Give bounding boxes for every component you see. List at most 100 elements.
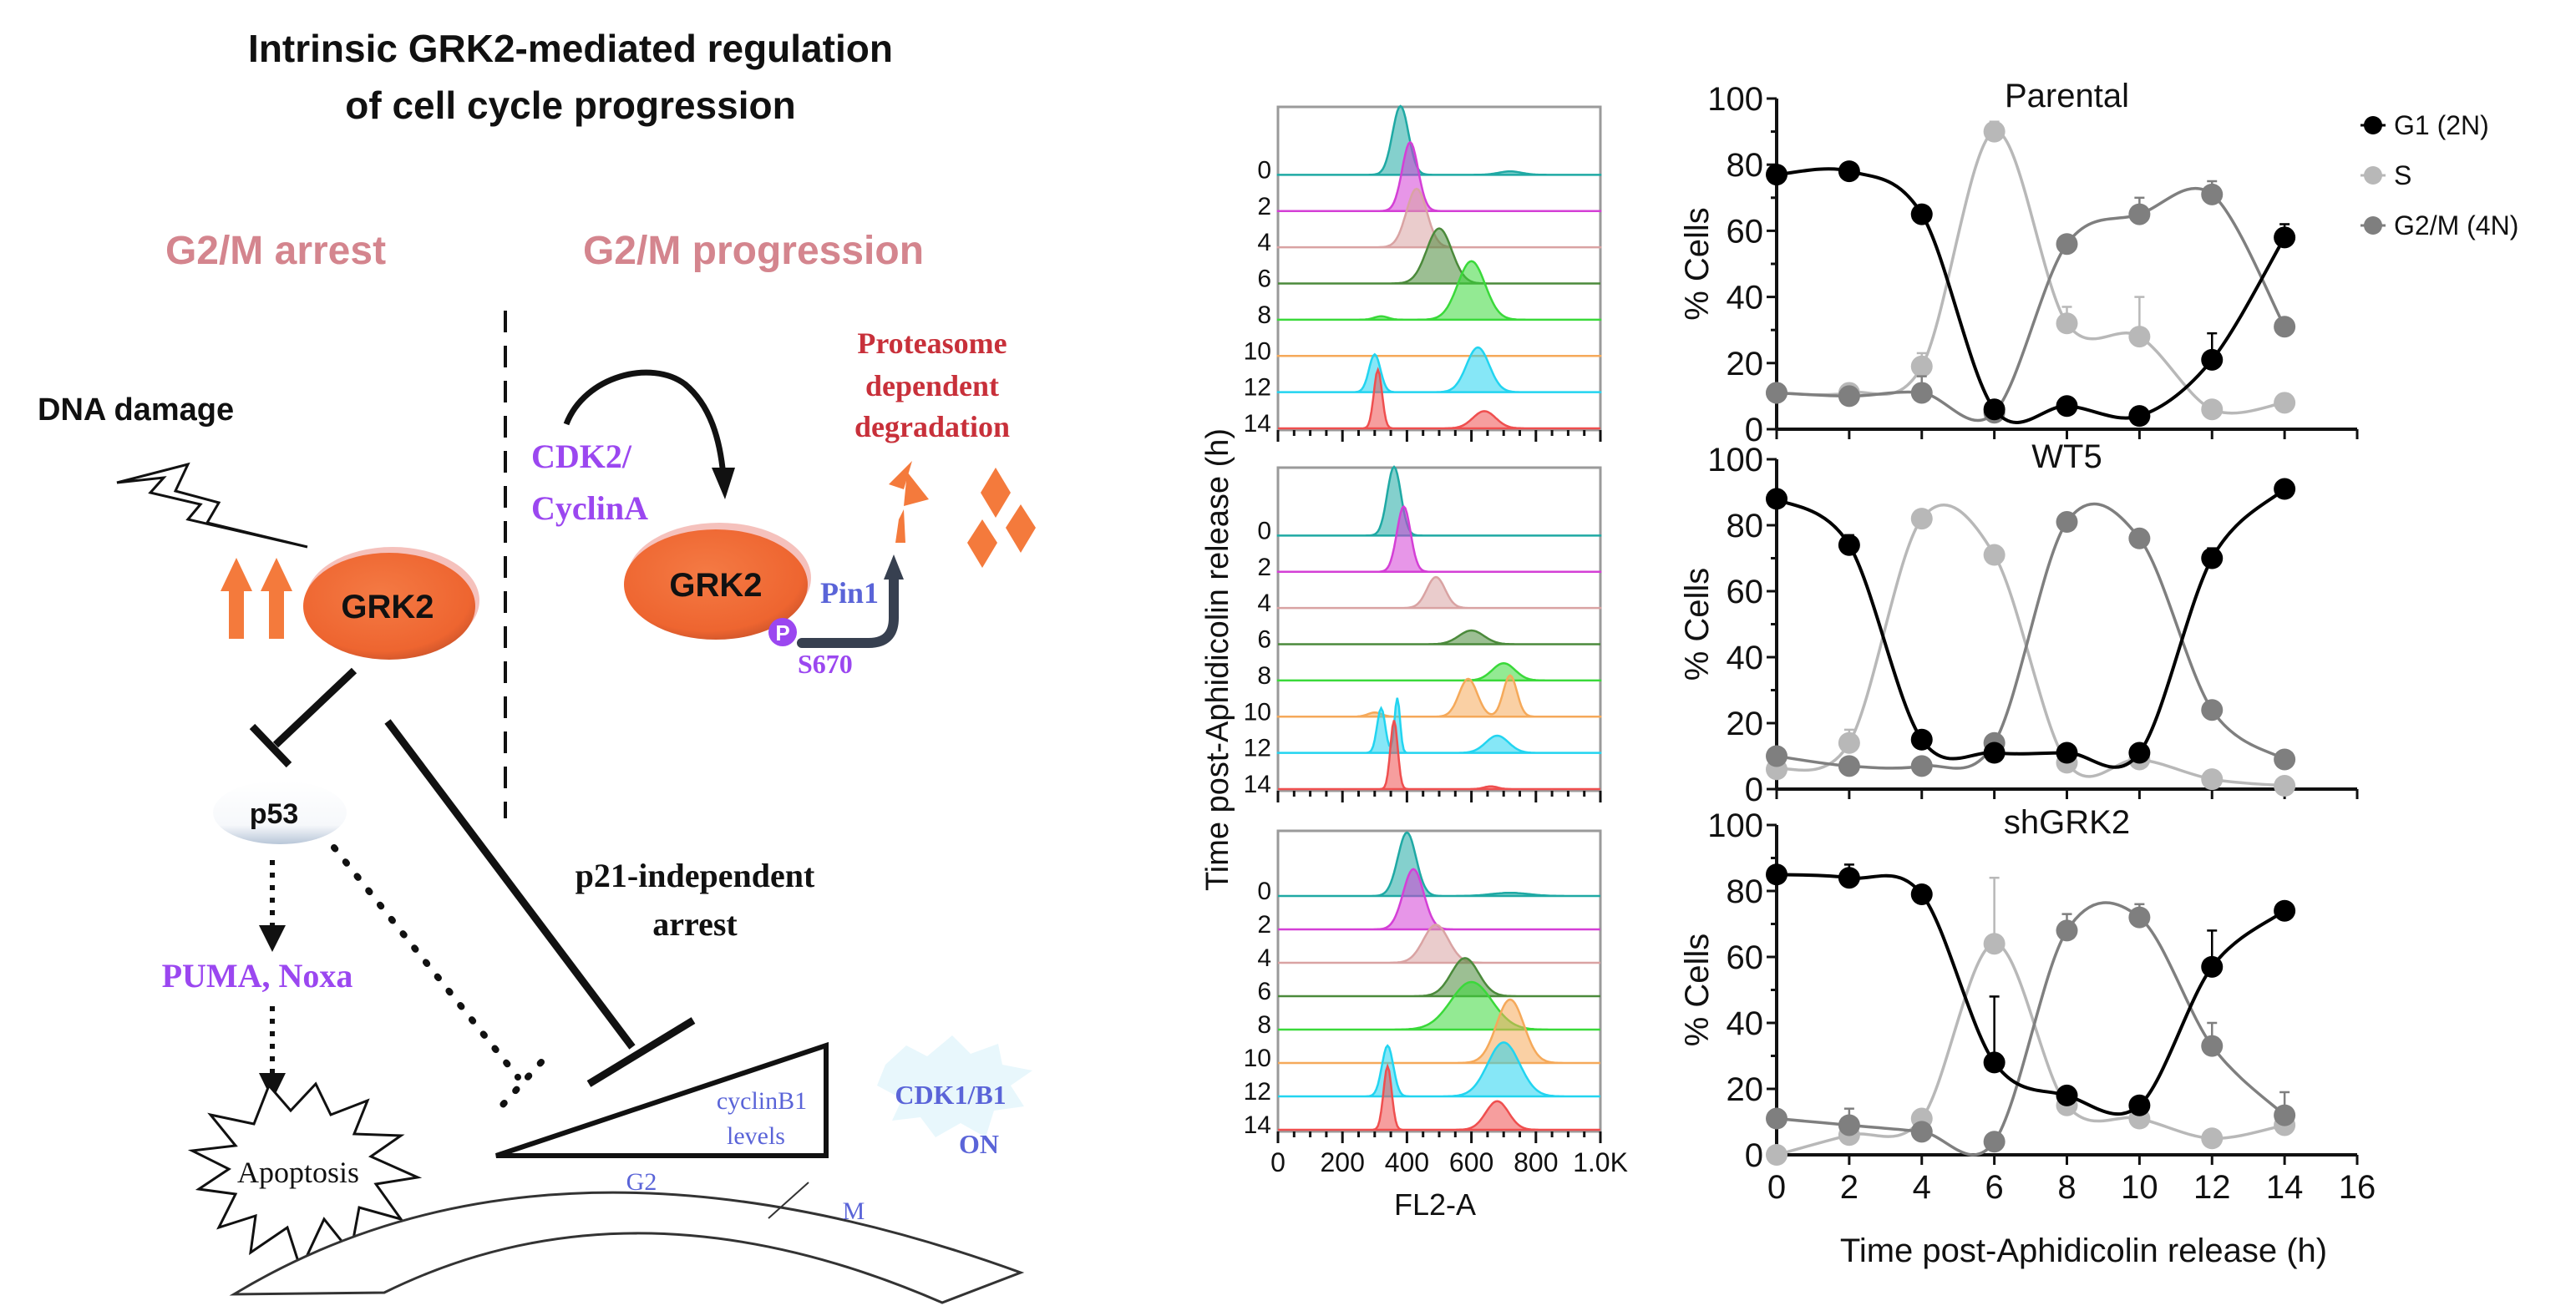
cell-cycle-arc bbox=[229, 1191, 1025, 1304]
histogram-trace bbox=[1276, 140, 1602, 213]
data-point bbox=[2128, 527, 2151, 549]
data-point bbox=[2274, 226, 2296, 249]
p21-label-line1: p21-independent bbox=[576, 857, 815, 894]
cdk2-label-line1: CDK2/ bbox=[531, 438, 632, 475]
data-point bbox=[2056, 395, 2078, 418]
histogram-trace bbox=[1278, 227, 1600, 285]
legend-item: S bbox=[2360, 160, 2411, 190]
dotted-inhibition-bar bbox=[491, 1059, 545, 1117]
chart-legend: G1 (2N) S G2/M (4N) bbox=[2360, 110, 2518, 240]
cell-cycle-diagram: Intrinsic GRK2-mediated regulation of ce… bbox=[38, 27, 1036, 1304]
y-tick-label: 0 bbox=[1745, 1137, 1763, 1174]
diagram-title-line1: Intrinsic GRK2-mediated regulation bbox=[248, 27, 893, 70]
p21-label-line2: arrest bbox=[652, 905, 738, 943]
proteasome-label-line3: degradation bbox=[854, 410, 1010, 443]
series-s bbox=[1766, 503, 2296, 797]
data-point bbox=[2056, 1084, 2078, 1106]
histogram-time-label: 14 bbox=[1244, 410, 1271, 438]
data-point bbox=[2274, 392, 2296, 414]
data-point bbox=[2274, 748, 2296, 771]
data-point bbox=[2056, 233, 2078, 256]
data-point bbox=[2128, 742, 2151, 764]
degradation-arrow-head bbox=[884, 554, 904, 580]
x-tick-label: 0 bbox=[1767, 1169, 1786, 1206]
curved-arrow-head bbox=[712, 468, 735, 499]
data-point bbox=[1766, 382, 1787, 404]
legend-label: S bbox=[2394, 160, 2411, 190]
data-point bbox=[1838, 867, 1860, 889]
series-line bbox=[1775, 488, 2286, 769]
phospho-label: P bbox=[775, 620, 789, 645]
data-point bbox=[1910, 203, 1933, 225]
series-g2-m-4n- bbox=[1766, 901, 2296, 1157]
y-tick-label: 80 bbox=[1727, 508, 1764, 544]
series-line bbox=[1776, 873, 2286, 1116]
cyclinb1-label-line1: cyclinB1 bbox=[717, 1087, 807, 1115]
data-point bbox=[2128, 906, 2151, 929]
x-tick-label: 4 bbox=[1913, 1169, 1931, 1206]
histogram-time-label: 10 bbox=[1244, 698, 1271, 726]
histogram-time-label: 0 bbox=[1257, 517, 1271, 544]
data-point bbox=[1910, 728, 1933, 751]
upregulation-arrows-icon bbox=[221, 558, 292, 639]
y-tick-label: 60 bbox=[1727, 939, 1764, 976]
series-g1-2n- bbox=[1766, 160, 2296, 428]
histogram-trace bbox=[1278, 629, 1600, 645]
data-point bbox=[1910, 755, 1933, 777]
dotted-inhibition-p53 bbox=[331, 844, 521, 1081]
histogram-panel: 0 2 4 6 8 10 12 14 bbox=[1244, 465, 1602, 802]
phase-g2-label: G2 bbox=[626, 1168, 657, 1196]
legend-label: G1 (2N) bbox=[2394, 110, 2489, 140]
series-line bbox=[1776, 901, 2286, 1157]
histogram-frame bbox=[1276, 466, 1602, 792]
dna-damage-label: DNA damage bbox=[38, 392, 234, 428]
data-point bbox=[2128, 326, 2151, 348]
cyclinb1-triangle bbox=[495, 1041, 829, 1158]
data-point bbox=[2056, 742, 2078, 764]
histogram-trace bbox=[1276, 504, 1602, 574]
histogram-trace bbox=[1278, 998, 1600, 1065]
x-tick-label: 2 bbox=[1840, 1169, 1858, 1206]
data-point bbox=[1983, 742, 2006, 764]
histogram-x-tick-label: 800 bbox=[1514, 1147, 1558, 1177]
data-point bbox=[2274, 316, 2296, 338]
histogram-time-label: 4 bbox=[1257, 944, 1271, 972]
degradation-arrow bbox=[797, 571, 899, 648]
histogram-time-label: 12 bbox=[1244, 1078, 1271, 1106]
data-point bbox=[2201, 183, 2224, 205]
data-point bbox=[2201, 1127, 2224, 1150]
cdk1-label-line1: CDK1/B1 bbox=[895, 1080, 1006, 1110]
histogram-time-label: 0 bbox=[1257, 156, 1271, 184]
cdk2-label-line2: CyclinA bbox=[531, 489, 648, 527]
data-point bbox=[1983, 933, 2006, 955]
data-point bbox=[1766, 1107, 1787, 1130]
y-tick-label: 20 bbox=[1727, 346, 1764, 382]
histogram-trace bbox=[1278, 1063, 1600, 1131]
data-point bbox=[1910, 355, 1933, 377]
x-tick-label: 16 bbox=[2339, 1169, 2376, 1206]
series-line bbox=[1776, 503, 2285, 787]
histogram-x-tick-label: 1.0K bbox=[1573, 1147, 1628, 1177]
data-point bbox=[1983, 1131, 2006, 1153]
chart-title: shGRK2 bbox=[2004, 804, 2130, 841]
histogram-time-label: 2 bbox=[1257, 911, 1271, 939]
data-point bbox=[2274, 478, 2296, 500]
y-tick-label: 100 bbox=[1707, 442, 1763, 478]
data-point bbox=[2201, 699, 2224, 721]
pin1-label: Pin1 bbox=[820, 576, 879, 610]
histogram-trace bbox=[1278, 924, 1600, 964]
data-point bbox=[2201, 547, 2224, 569]
data-point bbox=[2056, 919, 2078, 942]
proteasome-label-line2: dependent bbox=[865, 369, 999, 402]
cyclinb1-label-line2: levels bbox=[727, 1122, 785, 1150]
data-point bbox=[1838, 755, 1860, 777]
legend-item: G1 (2N) bbox=[2360, 110, 2489, 140]
histogram-panel: 0 2 4 6 8 10 12 14 bbox=[1244, 104, 1602, 442]
phase-divider bbox=[768, 1182, 809, 1219]
data-point bbox=[1910, 508, 1933, 530]
phase-m-label: M bbox=[843, 1197, 865, 1225]
histogram-time-label: 8 bbox=[1257, 301, 1271, 329]
data-point bbox=[1983, 398, 2006, 421]
histogram-panel: 0 2 4 6 8 10 12 14 bbox=[1244, 829, 1602, 1143]
